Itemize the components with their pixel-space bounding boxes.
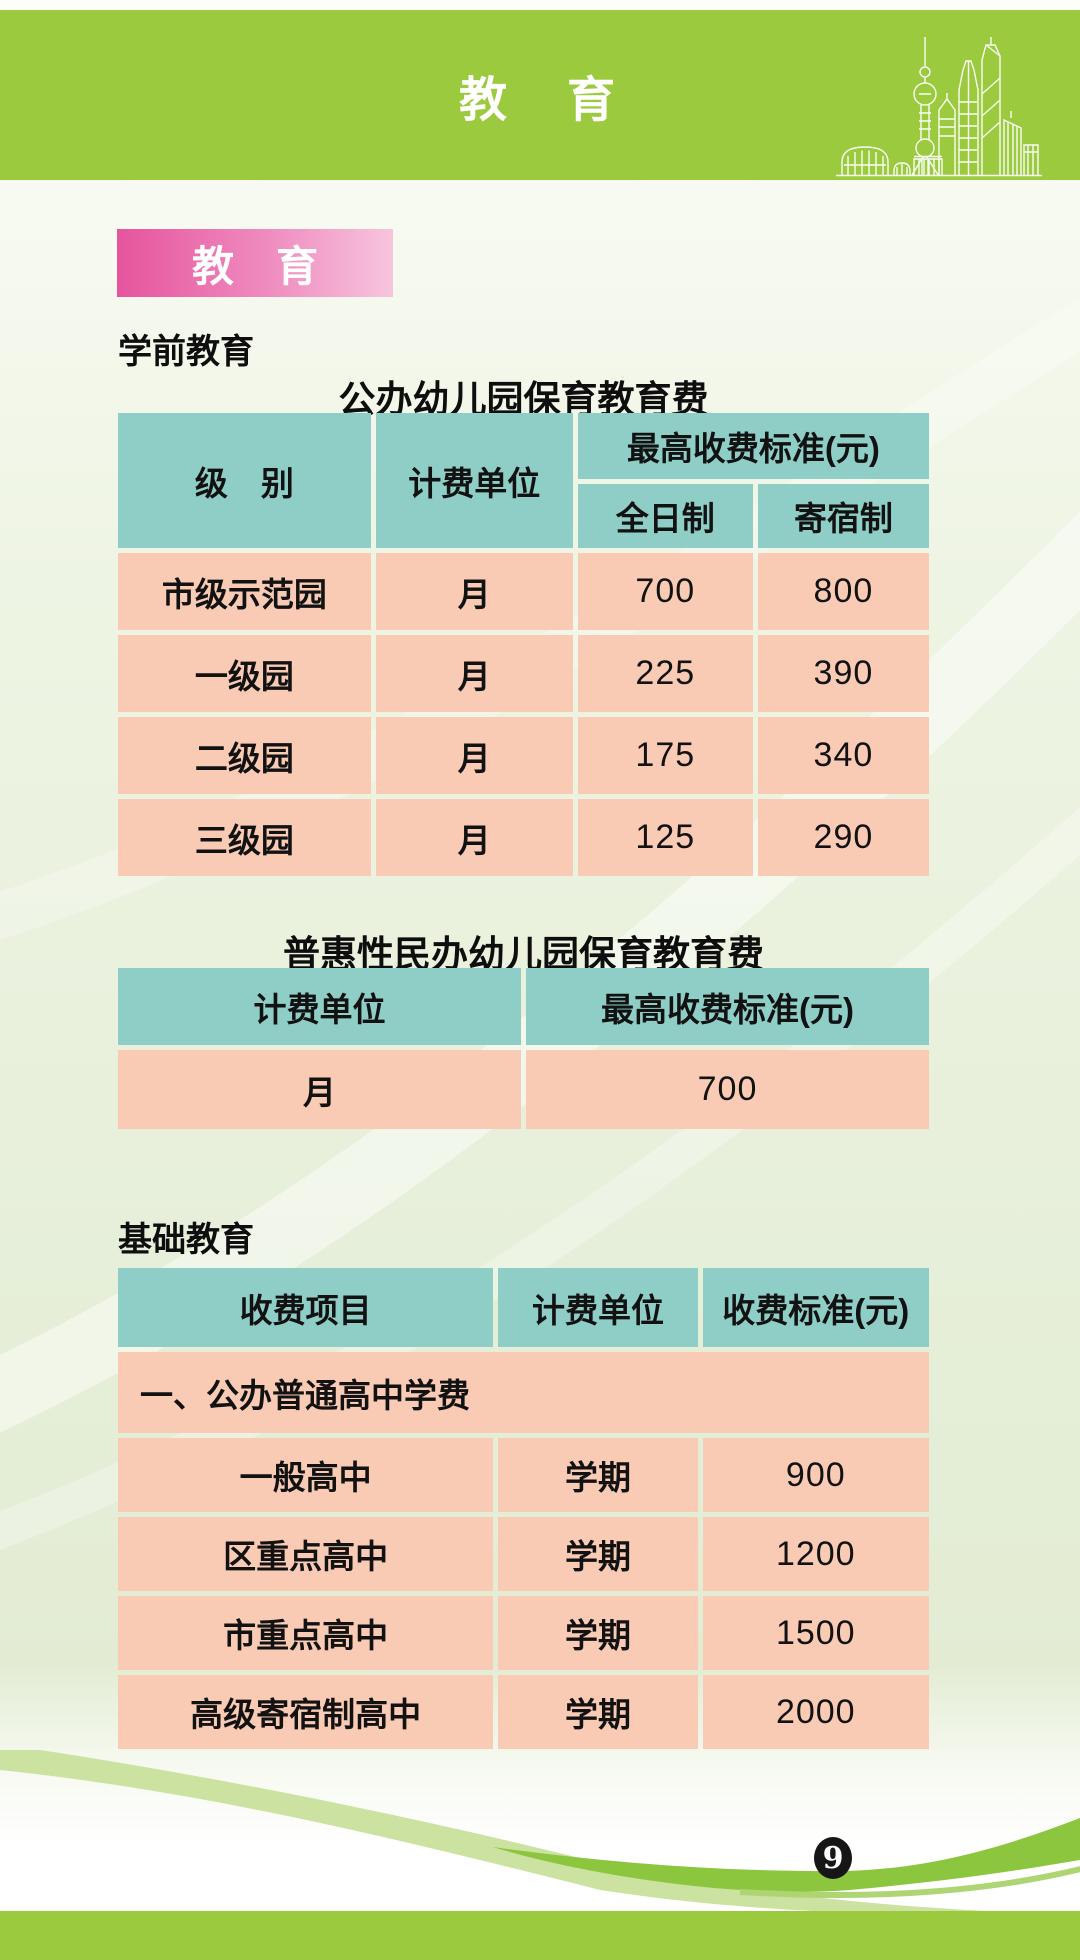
private-kindergarten-fee-table: 计费单位 最高收费标准(元) 月 700 [118, 968, 929, 1129]
table-cell-unit: 学期 [498, 1675, 698, 1749]
kindergarten-fee-table: 级 别 计费单位 最高收费标准(元) 全日制 寄宿制 市级示范园 月 700 8… [118, 413, 929, 876]
section-badge-label: 教 育 [191, 242, 318, 290]
table-cell-fee: 900 [702, 1438, 929, 1512]
table-cell-unit: 学期 [498, 1596, 698, 1670]
table-cell-item: 区重点高中 [118, 1517, 494, 1591]
column-header-fee-standard: 收费标准(元) [702, 1268, 929, 1347]
table-cell-boarding-fee: 390 [757, 635, 929, 712]
table-cell-item: 一般高中 [118, 1438, 494, 1512]
table-cell-full-time-fee: 225 [577, 635, 753, 712]
table-cell-level: 三级园 [118, 799, 371, 876]
page-number: 9 [822, 1840, 844, 1876]
table-cell-unit: 学期 [498, 1517, 698, 1591]
city-skyline-illustration [836, 37, 1042, 177]
basic-education-heading: 基础教育 [118, 1221, 254, 1259]
table-cell-full-time-fee: 700 [577, 553, 753, 630]
page-number-badge: 9 [814, 1837, 852, 1879]
table-cell-fee: 2000 [702, 1675, 929, 1749]
column-header-full-time: 全日制 [577, 484, 753, 548]
table-cell-boarding-fee: 800 [757, 553, 929, 630]
basic-education-fee-table: 收费项目 计费单位 收费标准(元) 一、公办普通高中学费 一般高中 学期 900… [118, 1268, 929, 1749]
table-cell-level: 一级园 [118, 635, 371, 712]
page-title: 教 育 [458, 74, 621, 127]
table-cell-unit: 月 [375, 717, 573, 794]
table-cell-full-time-fee: 125 [577, 799, 753, 876]
column-header-boarding: 寄宿制 [757, 484, 929, 548]
table-cell-level: 二级园 [118, 717, 371, 794]
table-cell-fee: 1200 [702, 1517, 929, 1591]
table-cell-item: 高级寄宿制高中 [118, 1675, 494, 1749]
header-banner: 教 育 [0, 10, 1080, 180]
footer-band [0, 1911, 1080, 1960]
column-header-max-fee: 最高收费标准(元) [526, 968, 929, 1045]
table-cell-fee: 1500 [702, 1596, 929, 1670]
table-cell-boarding-fee: 340 [757, 717, 929, 794]
table-cell-full-time-fee: 175 [577, 717, 753, 794]
preschool-heading: 学前教育 [118, 333, 254, 371]
table-cell-unit: 月 [118, 1050, 521, 1129]
column-header-max-fee: 最高收费标准(元) [577, 413, 929, 479]
table-cell-unit: 月 [375, 553, 573, 630]
table-group-header-public-high-school: 一、公办普通高中学费 [118, 1352, 929, 1433]
table-cell-boarding-fee: 290 [757, 799, 929, 876]
column-header-level: 级 别 [118, 413, 371, 548]
footer-wave-decoration [0, 1750, 1080, 1914]
column-header-billing-unit: 计费单位 [498, 1268, 698, 1347]
table-cell-level: 市级示范园 [118, 553, 371, 630]
table-cell-unit: 月 [375, 799, 573, 876]
table-cell-unit: 月 [375, 635, 573, 712]
column-header-fee-item: 收费项目 [118, 1268, 494, 1347]
table-cell-item: 市重点高中 [118, 1596, 494, 1670]
table-cell-unit: 学期 [498, 1438, 698, 1512]
column-header-billing-unit: 计费单位 [375, 413, 573, 548]
section-badge: 教 育 [117, 229, 393, 297]
table-cell-max-fee: 700 [526, 1050, 929, 1129]
column-header-billing-unit: 计费单位 [118, 968, 521, 1045]
